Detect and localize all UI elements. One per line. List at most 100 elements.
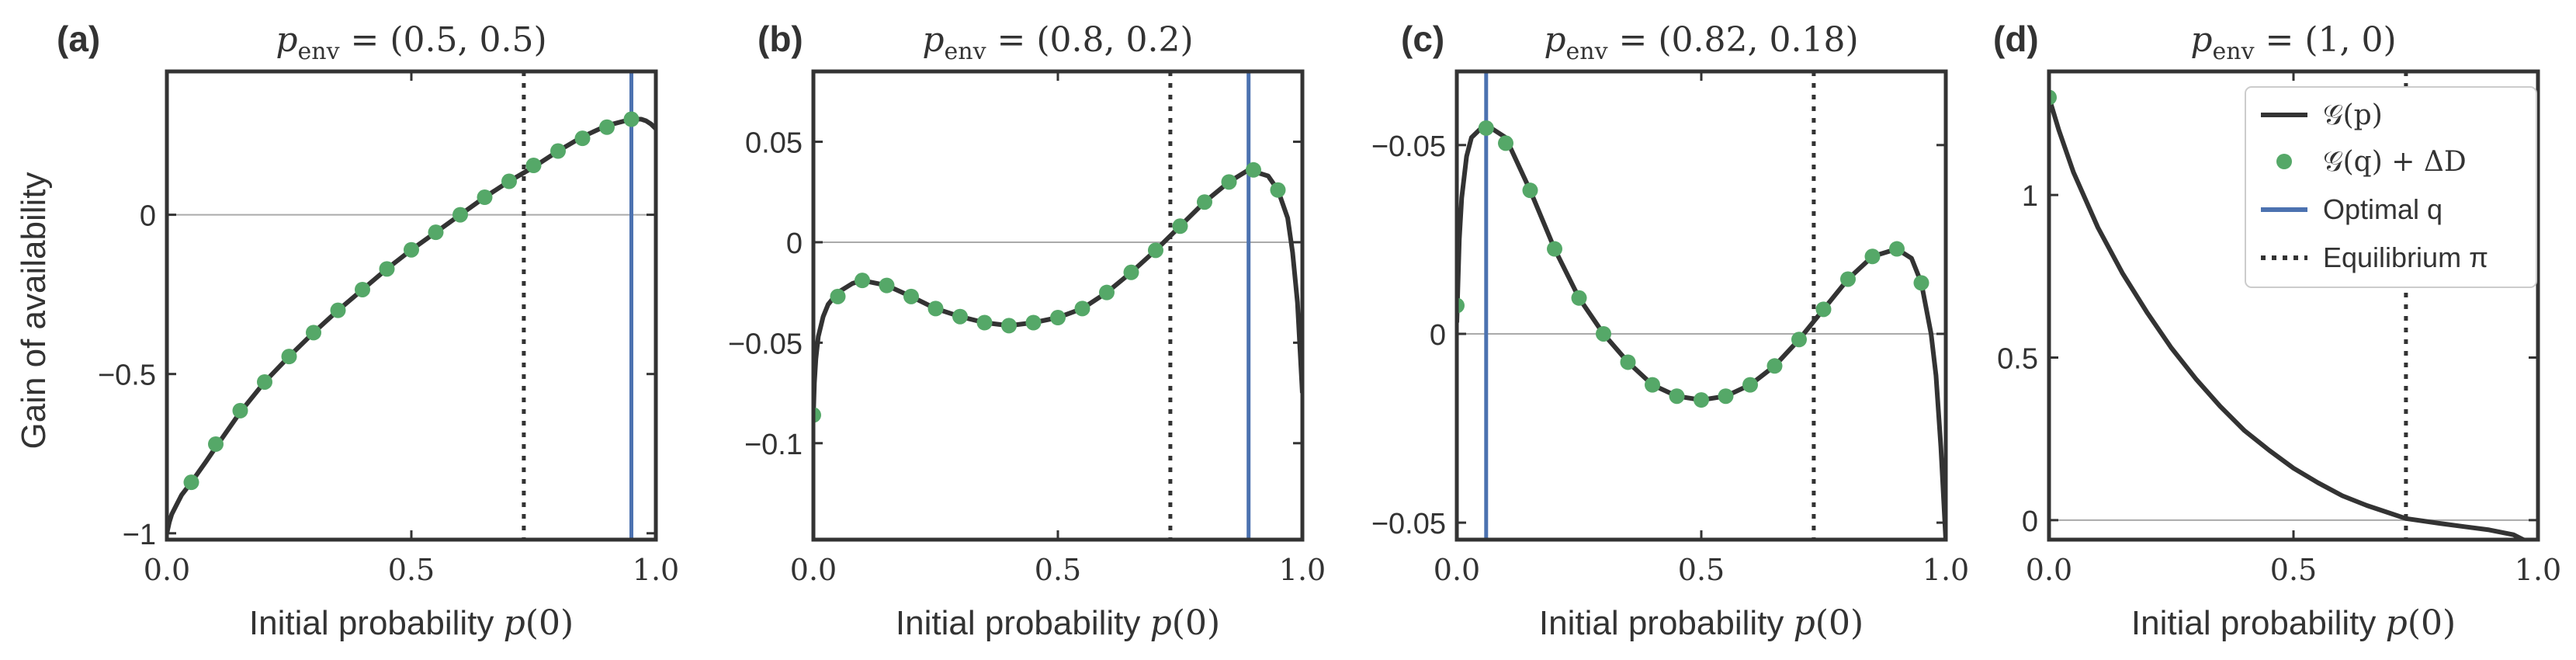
x-tick-label: 1.0 (1922, 553, 1969, 587)
title-value: = (0.82, 0.18) (1608, 20, 1859, 60)
plot-area (813, 71, 1302, 540)
data-point (574, 130, 591, 147)
panel-title: penv = (0.5, 0.5) (276, 20, 546, 65)
legend-equilibrium-label: Equilibrium π (2323, 241, 2488, 273)
data-point (1148, 242, 1163, 259)
data-point (501, 173, 517, 189)
data-point (330, 302, 346, 318)
x-axis-label: Initial probability p(0) (249, 603, 574, 643)
data-point (903, 288, 919, 304)
data-point (1246, 162, 1261, 178)
data-point (1099, 284, 1115, 300)
x-tick-label: 0.0 (2026, 553, 2072, 587)
x-axis-label-arg: (0) (525, 603, 574, 643)
x-axis-label-arg: (0) (1815, 603, 1864, 643)
data-point (306, 325, 321, 341)
data-point (1766, 358, 1783, 374)
data-point (281, 349, 297, 365)
x-tick-label: 0.5 (1035, 553, 1081, 587)
data-point (452, 207, 468, 223)
x-axis-label-var: p (504, 603, 525, 643)
data-point (232, 402, 248, 419)
x-tick-label: 0.5 (2270, 553, 2317, 587)
data-point (1645, 377, 1660, 393)
y-tick-label: 0.05 (745, 127, 803, 160)
y-tick-label: −0.05 (728, 328, 803, 360)
y-tick-label: 1 (2022, 180, 2038, 213)
data-point (855, 273, 870, 289)
plot-area (2049, 71, 2538, 540)
panel-b: 0.0 0.5 1.0 −0.1 −0.05 0 0.05 Initial probabili… (728, 19, 1326, 643)
x-tick-label: 1.0 (2515, 553, 2561, 587)
y-tick-label: −0.05 (1371, 130, 1446, 163)
x-axis-label-var: p (1150, 603, 1172, 643)
title-p: p (2190, 20, 2212, 60)
data-point (1522, 182, 1538, 199)
data-point (952, 308, 968, 325)
data-point (1001, 318, 1017, 334)
x-tick-label: 0.0 (144, 553, 190, 587)
x-axis-label-text: Initial probability (896, 604, 1150, 642)
x-tick-label: 1.0 (633, 553, 679, 587)
panel-letter: (a) (57, 19, 100, 59)
data-point (1050, 310, 1066, 326)
x-axis-label-text: Initial probability (1539, 604, 1794, 642)
data-point (599, 119, 615, 135)
data-point (1791, 332, 1807, 348)
panel-c: 0.0 0.5 1.0 −0.05 0 −0.05 Initial probability … (1371, 19, 1969, 643)
legend-dots-swatch (2276, 154, 2292, 169)
y-tick-label: −0.1 (744, 429, 803, 461)
x-tick-label: 0.0 (790, 553, 837, 587)
data-point (525, 158, 542, 174)
data-point (1123, 264, 1139, 280)
legend: 𝒢(p) 𝒢(q) + ΔD Optimal q Equilibrium π (2245, 86, 2537, 288)
panel-letter: (c) (1401, 19, 1444, 59)
x-axis-label-arg: (0) (1172, 603, 1220, 643)
y-axis-label: Gain of availability (15, 172, 53, 449)
data-point (355, 281, 370, 297)
data-point (404, 241, 419, 258)
data-point (550, 143, 566, 159)
data-point (976, 314, 993, 331)
x-axis-label-text: Initial probability (2131, 604, 2386, 642)
x-axis-label: Initial probability p(0) (896, 603, 1220, 643)
data-point (477, 189, 493, 206)
data-point (1913, 275, 1929, 291)
panel-title: penv = (0.82, 0.18) (1544, 20, 1858, 65)
x-axis-label: Initial probability p(0) (2131, 603, 2456, 643)
plot-area (167, 71, 656, 540)
x-tick-label: 0.5 (388, 553, 435, 587)
title-value: = (0.5, 0.5) (340, 20, 547, 60)
plot-area (1457, 71, 1946, 540)
y-tick-label: 0.5 (1997, 343, 2038, 376)
gain-curve (167, 116, 656, 534)
x-tick-label: 0.0 (1434, 553, 1480, 587)
plot-frame (811, 69, 1305, 542)
data-point (927, 300, 944, 317)
y-tick-label: 0 (786, 228, 803, 260)
data-point (379, 261, 395, 277)
title-p: p (1544, 20, 1565, 60)
y-tick-label: 0 (140, 200, 156, 233)
data-point (428, 224, 444, 241)
panel-title: penv = (0.8, 0.2) (922, 20, 1193, 65)
x-axis-label-text: Initial probability (249, 604, 504, 642)
data-point (1864, 248, 1881, 265)
data-point (1221, 174, 1237, 190)
data-point (1498, 135, 1513, 151)
title-value: = (0.8, 0.2) (986, 20, 1194, 60)
x-axis-label-var: p (1794, 603, 1815, 643)
data-point (183, 474, 199, 491)
data-point (830, 288, 846, 304)
data-point (1889, 241, 1905, 257)
data-point (1197, 194, 1212, 210)
y-tick-label: 0 (1430, 319, 1446, 352)
data-point (257, 373, 272, 390)
data-point (1669, 388, 1685, 405)
title-value: = (1, 0) (2255, 20, 2397, 60)
x-tick-label: 1.0 (1279, 553, 1326, 587)
